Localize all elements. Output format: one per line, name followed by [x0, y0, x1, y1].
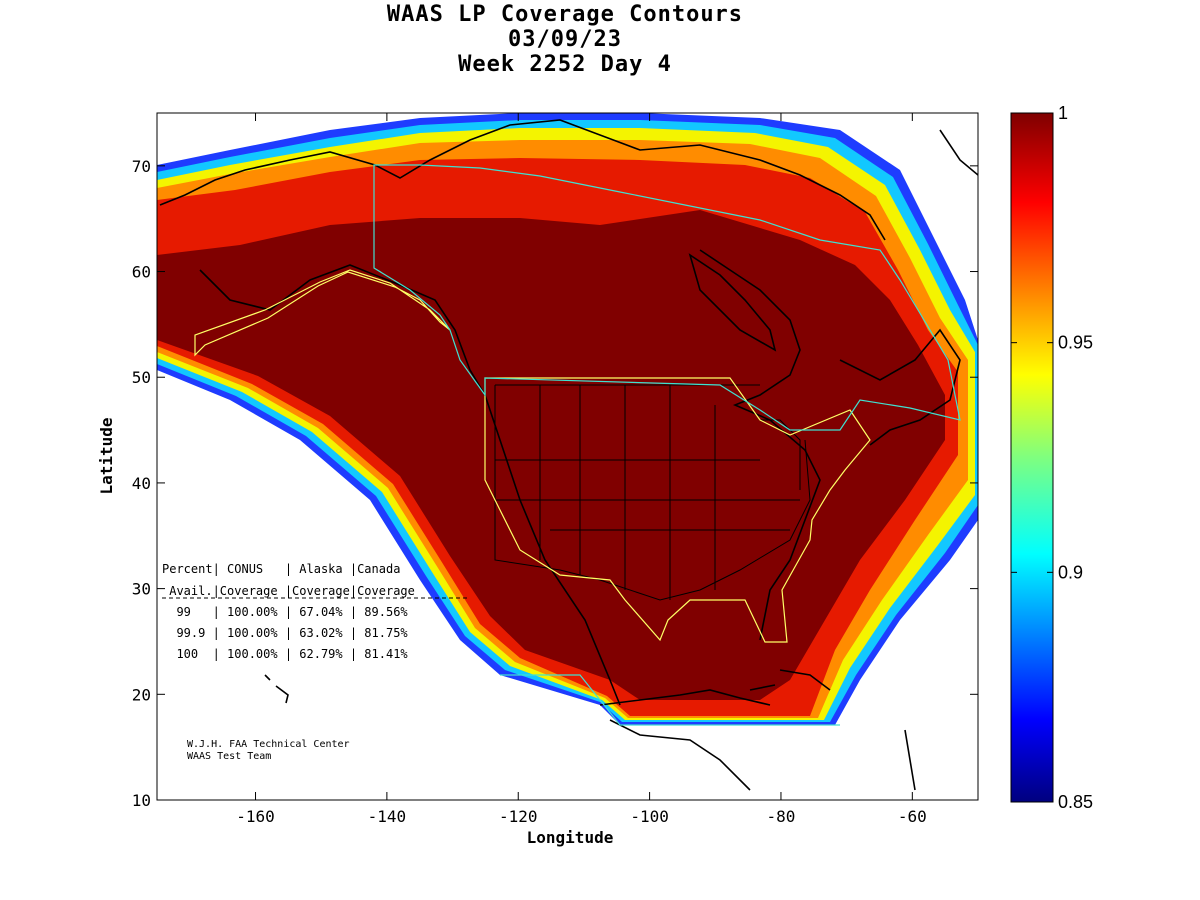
colorbar-label: 0.9 [1058, 562, 1083, 582]
y-tick-label: 10 [132, 791, 151, 810]
colorbar-label: 0.85 [1058, 792, 1093, 812]
x-tick-label: -120 [499, 807, 538, 826]
y-tick-label: 70 [132, 157, 151, 176]
mexico-service-area [500, 674, 840, 726]
x-tick-label: -160 [236, 807, 275, 826]
colorbar-ticks: 1 0.95 0.9 0.85 [1011, 103, 1093, 812]
y-tick-label: 30 [132, 580, 151, 599]
x-axis-title: Longitude [527, 828, 614, 847]
y-axis: 10 20 30 40 50 60 70 [132, 157, 978, 810]
contour-100 [157, 210, 945, 700]
y-tick-label: 20 [132, 685, 151, 704]
credit-line-1: W.J.H. FAA Technical Center [187, 739, 350, 750]
chart-date: 03/09/23 [508, 27, 622, 52]
y-tick-label: 50 [132, 368, 151, 387]
x-tick-label: -140 [368, 807, 407, 826]
conus-service-area [484, 377, 871, 643]
x-tick-label: -80 [767, 807, 796, 826]
table-row: 99.9 | 100.00% | 63.02% | 81.75% [162, 626, 408, 640]
coastlines [159, 119, 978, 791]
colorbar-label: 0.95 [1058, 333, 1093, 353]
x-tick-label: -60 [898, 807, 927, 826]
chart-week: Week 2252 Day 4 [458, 52, 672, 77]
table-header-1: Percent| CONUS | Alaska |Canada [162, 562, 400, 576]
alaska-service-area [194, 269, 451, 357]
state-boundaries [494, 384, 811, 601]
x-axis: -160 -140 -120 -100 -80 -60 [236, 113, 927, 826]
table-header-2: Avail.|Coverage |Coverage|Coverage [162, 584, 415, 598]
y-axis-title: Latitude [97, 417, 116, 494]
plot-frame [156, 112, 979, 801]
table-row: 100 | 100.00% | 62.79% | 81.41% [162, 647, 408, 661]
y-tick-label: 60 [132, 263, 151, 282]
coverage-contours [157, 113, 978, 725]
service-area-outlines [194, 164, 961, 726]
y-tick-label: 40 [132, 474, 151, 493]
canada-service-area [373, 164, 961, 431]
credit-line-2: WAAS Test Team [187, 751, 271, 762]
colorbar [1010, 112, 1054, 803]
x-tick-label: -100 [630, 807, 669, 826]
table-row: 99 | 100.00% | 67.04% | 89.56% [162, 605, 408, 619]
colorbar-label: 1 [1058, 103, 1068, 123]
chart-title: WAAS LP Coverage Contours [386, 2, 744, 27]
